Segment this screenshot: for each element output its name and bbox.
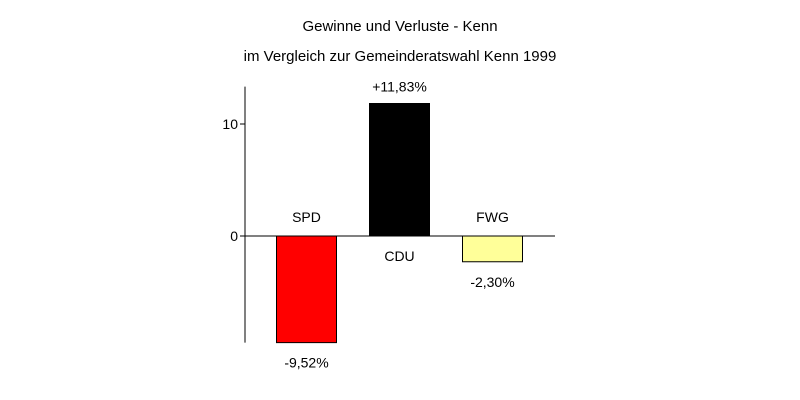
data-label: +11,83% [372, 79, 427, 95]
bar-fwg [462, 235, 523, 263]
data-label: -2,30% [470, 274, 514, 290]
category-label: SPD [292, 209, 321, 225]
bar-spd [276, 235, 337, 344]
y-tick-label: 10 [222, 116, 238, 132]
chart-subtitle: im Vergleich zur Gemeinderatswahl Kenn 1… [243, 48, 557, 65]
data-label: -9,52% [284, 355, 328, 371]
y-tick-label: 0 [230, 228, 238, 244]
chart-title: Gewinne und Verluste - Kenn [302, 18, 498, 35]
category-label: CDU [384, 248, 414, 264]
bar-cdu [369, 103, 430, 237]
category-label: FWG [476, 209, 509, 225]
